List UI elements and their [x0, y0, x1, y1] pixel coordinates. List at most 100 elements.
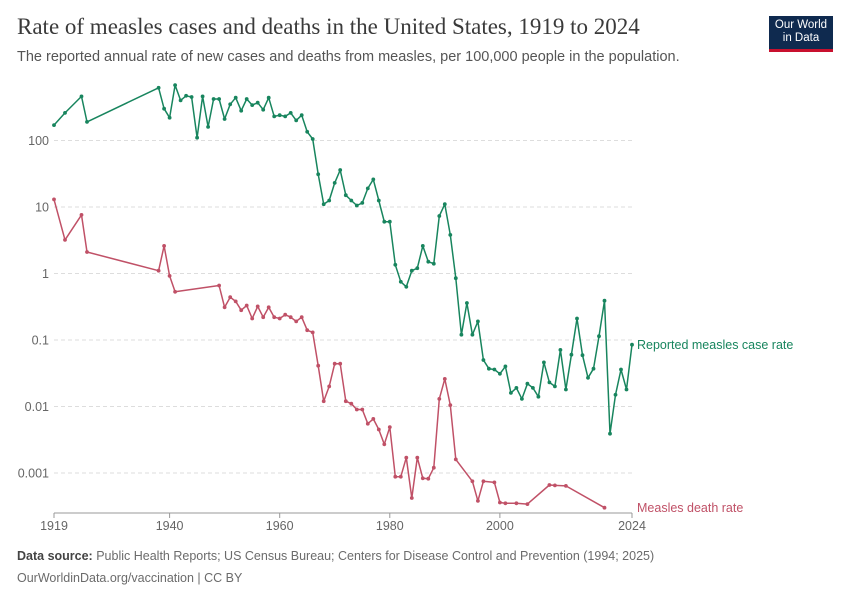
data-point: [79, 94, 84, 99]
data-point: [255, 304, 260, 309]
x-tick-label: 1980: [376, 519, 404, 533]
footer-url[interactable]: OurWorldinData.org/vaccination | CC BY: [17, 571, 243, 585]
data-point: [239, 308, 244, 313]
data-point: [624, 387, 629, 392]
data-point: [343, 193, 348, 198]
data-point: [602, 298, 607, 303]
data-point: [272, 315, 277, 320]
data-point: [305, 328, 310, 333]
data-point: [288, 111, 293, 115]
data-point: [167, 115, 172, 120]
data-point: [525, 502, 530, 506]
data-point: [476, 319, 480, 324]
data-point: [426, 476, 431, 481]
data-point: [217, 97, 222, 101]
data-point: [299, 113, 304, 118]
data-point: [503, 364, 508, 369]
data-point: [283, 312, 288, 317]
series-0: [52, 83, 634, 436]
data-point: [492, 480, 497, 485]
data-point: [442, 377, 447, 381]
data-point: [173, 289, 178, 294]
data-point: [360, 201, 365, 205]
y-tick-label: 1: [42, 267, 49, 281]
data-point: [233, 95, 238, 100]
data-point: [184, 93, 189, 98]
data-point: [250, 103, 255, 107]
data-point: [255, 100, 260, 105]
data-point: [476, 499, 480, 503]
data-point: [316, 363, 321, 368]
data-point: [448, 403, 453, 407]
data-point: [288, 315, 293, 320]
data-point: [487, 366, 491, 371]
data-point: [266, 305, 271, 310]
data-point: [470, 332, 475, 337]
data-source: Data source: Public Health Reports; US C…: [17, 549, 654, 563]
logo-line-2: in Data: [782, 32, 820, 44]
data-point: [244, 303, 249, 308]
data-point: [492, 367, 497, 372]
data-point: [437, 397, 442, 401]
data-point: [382, 219, 387, 224]
data-point: [547, 380, 552, 385]
chart-title: Rate of measles cases and deaths in the …: [17, 14, 640, 39]
series-1: [52, 197, 607, 510]
data-point: [52, 197, 56, 202]
x-tick-label: 1919: [40, 519, 68, 533]
x-tick-label: 1940: [156, 519, 184, 533]
data-point: [272, 114, 277, 119]
data-point: [602, 505, 607, 510]
data-point: [404, 455, 409, 460]
data-point: [586, 375, 590, 380]
y-tick-label: 100: [28, 134, 49, 148]
data-point: [277, 316, 282, 321]
data-point: [409, 268, 414, 273]
data-point: [387, 425, 392, 429]
data-point: [630, 342, 634, 347]
data-point: [514, 501, 519, 506]
data-point: [503, 501, 508, 506]
data-point: [244, 97, 249, 101]
data-point: [387, 219, 392, 224]
data-point: [200, 94, 205, 99]
data-point: [376, 427, 381, 432]
gridlines: [54, 139, 632, 474]
source-text: Public Health Reports; US Census Bureau;…: [96, 549, 655, 563]
data-point: [217, 283, 222, 288]
data-point: [52, 123, 56, 127]
data-point: [332, 181, 337, 185]
data-point: [310, 330, 315, 335]
data-point: [228, 295, 233, 300]
source-label: Data source:: [17, 549, 93, 563]
data-point: [525, 381, 530, 386]
data-point: [261, 315, 266, 320]
data-point: [536, 394, 541, 399]
owid-logo[interactable]: Our World in Data: [769, 16, 833, 52]
data-point: [195, 135, 200, 140]
data-point: [294, 319, 299, 324]
data-point: [520, 397, 524, 401]
data-point: [420, 244, 425, 248]
data-point: [211, 97, 216, 101]
data-point: [398, 474, 403, 479]
data-point: [277, 113, 282, 118]
data-point: [376, 198, 381, 203]
data-point: [553, 384, 557, 389]
data-point: [222, 305, 227, 310]
data-point: [222, 117, 227, 121]
data-point: [294, 118, 299, 123]
data-point: [453, 457, 458, 462]
data-point: [531, 386, 535, 390]
x-tick-label: 2000: [486, 519, 514, 533]
data-point: [398, 279, 403, 284]
data-point: [420, 476, 425, 481]
data-point: [206, 125, 211, 129]
data-point: [167, 274, 172, 278]
data-point: [442, 202, 447, 207]
series-line: [53, 199, 605, 509]
data-point: [558, 348, 563, 352]
data-point: [162, 244, 167, 248]
data-point: [409, 496, 414, 500]
